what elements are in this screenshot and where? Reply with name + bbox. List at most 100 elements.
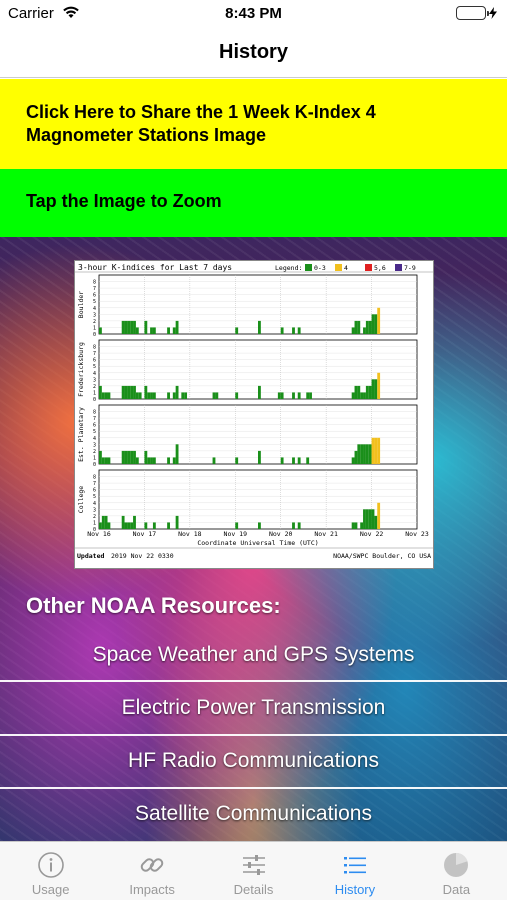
- legend-swatch: [335, 264, 342, 271]
- k-index-bar: [144, 320, 148, 334]
- y-tick-label: 8: [93, 280, 96, 286]
- y-tick-label: 3: [93, 507, 96, 513]
- k-index-bar: [351, 327, 355, 334]
- k-index-bar: [144, 522, 148, 529]
- k-index-chart-image[interactable]: 3-hour K-indices for Last 7 days Legend: 0…: [74, 260, 434, 569]
- k-index-bar: [292, 522, 295, 529]
- k-index-bar: [354, 522, 358, 529]
- k-index-bar: [235, 457, 239, 464]
- k-index-bar: [292, 327, 295, 334]
- y-tick-label: 8: [93, 345, 96, 351]
- carrier-label: Carrier: [8, 5, 54, 22]
- y-tick-label: 7: [93, 351, 96, 357]
- resource-link-satellite[interactable]: Satellite Communications: [135, 802, 372, 825]
- k-index-bar: [235, 392, 239, 399]
- k-index-bar: [360, 444, 364, 464]
- zoom-hint-banner: Tap the Image to Zoom: [0, 169, 507, 237]
- y-tick-label: 5: [93, 494, 96, 500]
- divider: [0, 680, 507, 682]
- tab-details[interactable]: Details: [203, 842, 304, 900]
- k-index-bar: [150, 327, 153, 334]
- y-tick-label: 0: [93, 527, 96, 533]
- k-index-bar: [127, 450, 131, 464]
- legend-item: 4: [344, 264, 348, 272]
- k-index-bar: [130, 522, 134, 529]
- legend-item: 7-9: [404, 264, 416, 272]
- x-axis-label: Coordinate Universal Time (UTC): [197, 539, 318, 547]
- k-index-bar: [127, 522, 131, 529]
- k-index-bar: [150, 457, 153, 464]
- updated-value: 2019 Nov 22 0330: [111, 552, 174, 560]
- y-tick-label: 1: [93, 325, 96, 331]
- k-index-bar: [172, 457, 176, 464]
- x-tick-label: Nov 18: [178, 530, 202, 538]
- k-index-bar: [101, 457, 105, 464]
- k-index-bar: [377, 437, 381, 464]
- resource-link-gps[interactable]: Space Weather and GPS Systems: [92, 643, 415, 666]
- k-index-bar: [371, 437, 375, 464]
- k-index-bar: [99, 385, 102, 399]
- k-index-bar: [297, 327, 301, 334]
- y-tick-label: 4: [93, 306, 96, 312]
- k-index-bar: [175, 320, 179, 334]
- k-index-bar: [306, 392, 310, 399]
- k-index-bar: [365, 509, 369, 529]
- tab-history[interactable]: History: [304, 842, 405, 900]
- k-index-bar: [130, 320, 134, 334]
- k-index-bar: [351, 457, 355, 464]
- x-tick-label: Nov 16: [87, 530, 111, 538]
- navigation-bar: History: [0, 28, 507, 78]
- status-bar: Carrier 8:43 PM: [0, 0, 507, 28]
- k-index-bar: [297, 392, 301, 399]
- legend-swatch: [395, 264, 402, 271]
- k-index-bar: [368, 320, 372, 334]
- y-tick-label: 4: [93, 371, 96, 377]
- y-tick-label: 3: [93, 442, 96, 448]
- k-index-bar: [104, 392, 108, 399]
- charging-icon: [489, 7, 497, 19]
- tab-usage[interactable]: Usage: [0, 842, 101, 900]
- y-tick-label: 2: [93, 514, 96, 520]
- k-index-bar: [127, 320, 131, 334]
- k-index-bar: [351, 522, 355, 529]
- k-index-bar: [371, 509, 375, 529]
- x-tick-label: Nov 21: [314, 530, 338, 538]
- y-tick-label: 0: [93, 462, 96, 468]
- resource-link-hf-radio[interactable]: HF Radio Communications: [128, 749, 379, 772]
- resource-link-power[interactable]: Electric Power Transmission: [121, 696, 386, 719]
- history-content[interactable]: Click Here to Share the 1 Week K-Index 4…: [0, 79, 507, 841]
- k-index-bar: [365, 444, 369, 464]
- k-index-bar: [235, 327, 239, 334]
- k-index-bar: [138, 392, 142, 399]
- station-label: Boulder: [77, 291, 85, 318]
- info-icon: [37, 852, 64, 878]
- k-index-bar: [99, 327, 102, 334]
- k-index-bar: [360, 392, 364, 399]
- k-index-bar: [374, 437, 378, 464]
- k-index-bar: [277, 392, 281, 399]
- list-icon: [343, 857, 366, 874]
- tab-impacts[interactable]: Impacts: [101, 842, 202, 900]
- k-index-bar: [212, 392, 216, 399]
- y-tick-label: 1: [93, 520, 96, 526]
- k-index-chart: 3-hour K-indices for Last 7 days Legend: 0…: [75, 263, 433, 560]
- k-index-bar: [99, 522, 102, 529]
- tab-data[interactable]: Data: [406, 842, 507, 900]
- legend-item: 5,6: [374, 264, 386, 272]
- battery-icon: [456, 6, 497, 20]
- k-index-bar: [357, 320, 361, 334]
- k-index-bar: [124, 450, 128, 464]
- k-index-bar: [363, 444, 366, 464]
- k-index-bar: [365, 385, 369, 399]
- legend-label: Legend:: [275, 264, 302, 272]
- k-index-bar: [215, 392, 219, 399]
- y-tick-label: 7: [93, 416, 96, 422]
- k-index-bar: [144, 385, 148, 399]
- chart-title: 3-hour K-indices for Last 7 days: [78, 263, 232, 272]
- k-index-bar: [258, 522, 261, 529]
- k-index-bar: [351, 392, 355, 399]
- k-index-bar: [354, 320, 358, 334]
- share-image-button[interactable]: Click Here to Share the 1 Week K-Index 4…: [0, 79, 507, 169]
- k-index-bar: [167, 522, 170, 529]
- k-index-bar: [150, 392, 153, 399]
